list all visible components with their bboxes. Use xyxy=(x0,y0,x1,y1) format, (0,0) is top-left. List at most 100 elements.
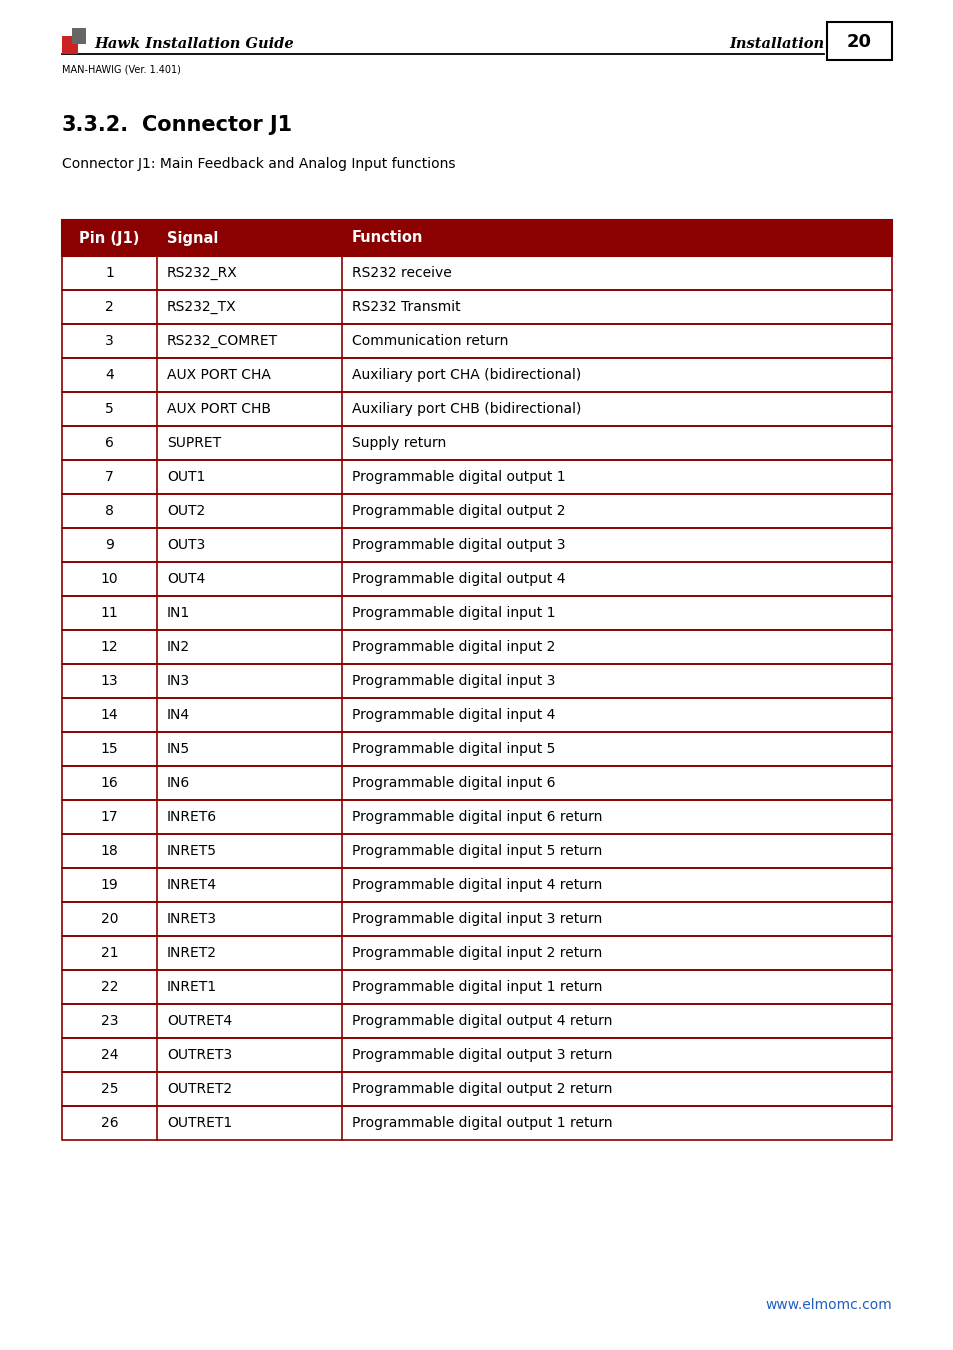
Text: Programmable digital input 1: Programmable digital input 1 xyxy=(352,606,555,620)
Text: 4: 4 xyxy=(105,369,113,382)
Bar xyxy=(62,902,891,936)
Text: Programmable digital input 3: Programmable digital input 3 xyxy=(352,674,555,688)
Text: OUT4: OUT4 xyxy=(167,572,205,586)
Text: 26: 26 xyxy=(101,1116,118,1130)
Text: Auxiliary port CHA (bidirectional): Auxiliary port CHA (bidirectional) xyxy=(352,369,580,382)
Text: 10: 10 xyxy=(101,572,118,586)
Bar xyxy=(62,664,891,698)
Bar xyxy=(62,494,891,528)
Text: OUTRET1: OUTRET1 xyxy=(167,1116,232,1130)
Text: RS232 receive: RS232 receive xyxy=(352,266,452,279)
Text: INRET1: INRET1 xyxy=(167,980,217,994)
Bar xyxy=(62,765,891,801)
Text: INRET3: INRET3 xyxy=(167,913,216,926)
Text: Programmable digital input 3 return: Programmable digital input 3 return xyxy=(352,913,601,926)
Text: Pin (J1): Pin (J1) xyxy=(79,231,139,246)
Text: Hawk Installation Guide: Hawk Installation Guide xyxy=(94,36,294,51)
Bar xyxy=(62,256,891,290)
Bar xyxy=(62,732,891,765)
Bar xyxy=(62,460,891,494)
Text: Programmable digital input 1 return: Programmable digital input 1 return xyxy=(352,980,601,994)
Text: 19: 19 xyxy=(100,878,118,892)
Text: Programmable digital output 3: Programmable digital output 3 xyxy=(352,539,565,552)
Bar xyxy=(62,1072,891,1106)
Bar xyxy=(62,324,891,358)
Bar xyxy=(62,595,891,630)
Bar xyxy=(62,1106,891,1139)
Bar xyxy=(62,595,891,630)
Bar xyxy=(62,562,891,595)
Text: Programmable digital input 4: Programmable digital input 4 xyxy=(352,707,555,722)
Text: Communication return: Communication return xyxy=(352,333,508,348)
Bar xyxy=(62,1004,891,1038)
Bar xyxy=(62,220,891,256)
Text: Programmable digital input 5: Programmable digital input 5 xyxy=(352,743,555,756)
Text: 8: 8 xyxy=(105,504,113,518)
Bar xyxy=(62,427,891,460)
Bar xyxy=(62,1004,891,1038)
Bar xyxy=(62,392,891,427)
Bar xyxy=(62,868,891,902)
Bar xyxy=(62,630,891,664)
Bar xyxy=(62,427,891,460)
Text: IN2: IN2 xyxy=(167,640,190,653)
Text: 3.3.2.: 3.3.2. xyxy=(62,115,129,135)
Text: 21: 21 xyxy=(101,946,118,960)
Bar xyxy=(826,22,891,59)
Bar xyxy=(62,290,891,324)
Text: OUTRET2: OUTRET2 xyxy=(167,1081,232,1096)
Text: 20: 20 xyxy=(101,913,118,926)
Text: 7: 7 xyxy=(105,470,113,485)
Text: OUT2: OUT2 xyxy=(167,504,205,518)
Text: 13: 13 xyxy=(101,674,118,688)
Bar xyxy=(62,732,891,765)
Text: RS232_COMRET: RS232_COMRET xyxy=(167,333,278,348)
Text: RS232_TX: RS232_TX xyxy=(167,300,236,315)
Text: Programmable digital output 1 return: Programmable digital output 1 return xyxy=(352,1116,612,1130)
Bar xyxy=(62,868,891,902)
Text: Programmable digital output 1: Programmable digital output 1 xyxy=(352,470,565,485)
Text: 3: 3 xyxy=(105,333,113,348)
Text: 22: 22 xyxy=(101,980,118,994)
Text: Programmable digital input 2: Programmable digital input 2 xyxy=(352,640,555,653)
Text: MAN-HAWIG (Ver. 1.401): MAN-HAWIG (Ver. 1.401) xyxy=(62,63,181,74)
Bar xyxy=(62,698,891,732)
Bar xyxy=(62,801,891,834)
Text: INRET2: INRET2 xyxy=(167,946,216,960)
Bar xyxy=(62,936,891,971)
Text: IN3: IN3 xyxy=(167,674,190,688)
Bar xyxy=(62,971,891,1004)
Text: 25: 25 xyxy=(101,1081,118,1096)
Text: INRET5: INRET5 xyxy=(167,844,216,859)
Text: Programmable digital input 5 return: Programmable digital input 5 return xyxy=(352,844,601,859)
Text: 17: 17 xyxy=(101,810,118,824)
Bar xyxy=(62,834,891,868)
Text: Function: Function xyxy=(352,231,423,246)
Bar xyxy=(62,358,891,391)
Bar xyxy=(62,1106,891,1139)
Text: 2: 2 xyxy=(105,300,113,315)
Text: SUPRET: SUPRET xyxy=(167,436,221,450)
Text: Programmable digital input 2 return: Programmable digital input 2 return xyxy=(352,946,601,960)
Bar xyxy=(62,220,891,256)
Text: Programmable digital output 3 return: Programmable digital output 3 return xyxy=(352,1048,612,1062)
Bar xyxy=(62,324,891,358)
Text: INRET6: INRET6 xyxy=(167,810,217,824)
Bar xyxy=(62,358,891,391)
Text: 11: 11 xyxy=(100,606,118,620)
Text: Programmable digital output 4 return: Programmable digital output 4 return xyxy=(352,1014,612,1027)
Text: Supply return: Supply return xyxy=(352,436,446,450)
Text: Signal: Signal xyxy=(167,231,218,246)
Bar xyxy=(62,1038,891,1072)
Text: Connector J1: Main Feedback and Analog Input functions: Connector J1: Main Feedback and Analog I… xyxy=(62,157,455,171)
Bar xyxy=(62,801,891,834)
Text: 14: 14 xyxy=(101,707,118,722)
Text: 16: 16 xyxy=(100,776,118,790)
Text: Installation: Installation xyxy=(728,36,823,51)
Bar xyxy=(62,765,891,801)
Bar xyxy=(62,256,891,290)
Text: 12: 12 xyxy=(101,640,118,653)
Text: RS232_RX: RS232_RX xyxy=(167,266,237,279)
Text: 15: 15 xyxy=(101,743,118,756)
Text: IN6: IN6 xyxy=(167,776,190,790)
